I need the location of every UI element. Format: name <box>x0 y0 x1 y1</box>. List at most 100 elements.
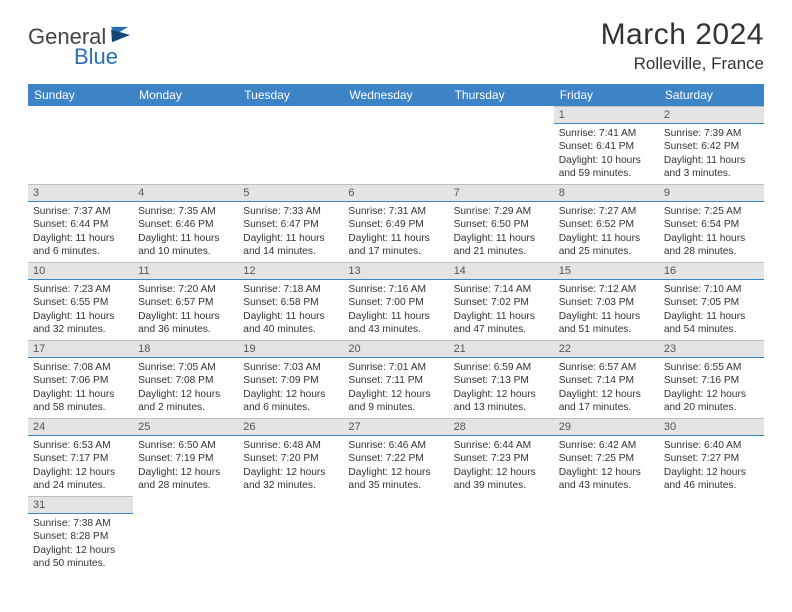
sunset-text: Sunset: 6:49 PM <box>348 218 443 231</box>
calendar-cell: 2Sunrise: 7:39 AMSunset: 6:42 PMDaylight… <box>659 106 764 184</box>
day-number: 11 <box>133 262 238 280</box>
day-number: 7 <box>449 184 554 202</box>
calendar-week-row: 3Sunrise: 7:37 AMSunset: 6:44 PMDaylight… <box>28 184 764 262</box>
sunrise-text: Sunrise: 7:20 AM <box>138 283 233 296</box>
sunrise-text: Sunrise: 7:39 AM <box>664 127 759 140</box>
day-number: 29 <box>554 418 659 436</box>
day-number: 25 <box>133 418 238 436</box>
sunset-text: Sunset: 6:52 PM <box>559 218 654 231</box>
day-details: Sunrise: 6:46 AMSunset: 7:22 PMDaylight:… <box>343 436 448 496</box>
calendar-cell: 5Sunrise: 7:33 AMSunset: 6:47 PMDaylight… <box>238 184 343 262</box>
day-number: 9 <box>659 184 764 202</box>
day-number: 24 <box>28 418 133 436</box>
day-details: Sunrise: 6:50 AMSunset: 7:19 PMDaylight:… <box>133 436 238 496</box>
day-number: 2 <box>659 106 764 124</box>
weekday-header: Monday <box>133 84 238 106</box>
calendar-week-row: 31Sunrise: 7:38 AMSunset: 8:28 PMDayligh… <box>28 496 764 574</box>
calendar-cell: 26Sunrise: 6:48 AMSunset: 7:20 PMDayligh… <box>238 418 343 496</box>
day-details: Sunrise: 7:29 AMSunset: 6:50 PMDaylight:… <box>449 202 554 262</box>
calendar-cell: 31Sunrise: 7:38 AMSunset: 8:28 PMDayligh… <box>28 496 133 574</box>
daylight-text: Daylight: 12 hours and 6 minutes. <box>243 388 338 415</box>
day-details: Sunrise: 7:23 AMSunset: 6:55 PMDaylight:… <box>28 280 133 340</box>
sunset-text: Sunset: 7:02 PM <box>454 296 549 309</box>
calendar-cell: 10Sunrise: 7:23 AMSunset: 6:55 PMDayligh… <box>28 262 133 340</box>
calendar-cell: 24Sunrise: 6:53 AMSunset: 7:17 PMDayligh… <box>28 418 133 496</box>
daylight-text: Daylight: 11 hours and 36 minutes. <box>138 310 233 337</box>
header: General March 2024 Rolleville, France <box>28 18 764 74</box>
sunrise-text: Sunrise: 7:27 AM <box>559 205 654 218</box>
day-details: Sunrise: 6:53 AMSunset: 7:17 PMDaylight:… <box>28 436 133 496</box>
calendar-cell: 30Sunrise: 6:40 AMSunset: 7:27 PMDayligh… <box>659 418 764 496</box>
sunrise-text: Sunrise: 7:31 AM <box>348 205 443 218</box>
day-details: Sunrise: 7:31 AMSunset: 6:49 PMDaylight:… <box>343 202 448 262</box>
calendar-cell <box>659 496 764 574</box>
sunrise-text: Sunrise: 7:10 AM <box>664 283 759 296</box>
calendar-cell: 6Sunrise: 7:31 AMSunset: 6:49 PMDaylight… <box>343 184 448 262</box>
daylight-text: Daylight: 12 hours and 20 minutes. <box>664 388 759 415</box>
sunrise-text: Sunrise: 7:35 AM <box>138 205 233 218</box>
daylight-text: Daylight: 11 hours and 28 minutes. <box>664 232 759 259</box>
calendar-cell <box>133 106 238 184</box>
daylight-text: Daylight: 11 hours and 54 minutes. <box>664 310 759 337</box>
sunrise-text: Sunrise: 6:55 AM <box>664 361 759 374</box>
sunrise-text: Sunrise: 7:01 AM <box>348 361 443 374</box>
sunrise-text: Sunrise: 7:37 AM <box>33 205 128 218</box>
day-details: Sunrise: 6:44 AMSunset: 7:23 PMDaylight:… <box>449 436 554 496</box>
calendar-cell: 8Sunrise: 7:27 AMSunset: 6:52 PMDaylight… <box>554 184 659 262</box>
day-details: Sunrise: 7:35 AMSunset: 6:46 PMDaylight:… <box>133 202 238 262</box>
sunrise-text: Sunrise: 6:46 AM <box>348 439 443 452</box>
sunset-text: Sunset: 7:17 PM <box>33 452 128 465</box>
title-block: March 2024 Rolleville, France <box>601 18 764 74</box>
day-number: 8 <box>554 184 659 202</box>
sunset-text: Sunset: 6:55 PM <box>33 296 128 309</box>
day-details: Sunrise: 7:03 AMSunset: 7:09 PMDaylight:… <box>238 358 343 418</box>
daylight-text: Daylight: 11 hours and 43 minutes. <box>348 310 443 337</box>
sunrise-text: Sunrise: 7:12 AM <box>559 283 654 296</box>
sunset-text: Sunset: 7:00 PM <box>348 296 443 309</box>
day-number: 21 <box>449 340 554 358</box>
calendar-cell <box>238 496 343 574</box>
daylight-text: Daylight: 12 hours and 32 minutes. <box>243 466 338 493</box>
day-number: 4 <box>133 184 238 202</box>
day-number: 22 <box>554 340 659 358</box>
sunrise-text: Sunrise: 7:29 AM <box>454 205 549 218</box>
calendar-cell: 19Sunrise: 7:03 AMSunset: 7:09 PMDayligh… <box>238 340 343 418</box>
calendar-week-row: 24Sunrise: 6:53 AMSunset: 7:17 PMDayligh… <box>28 418 764 496</box>
calendar-cell: 28Sunrise: 6:44 AMSunset: 7:23 PMDayligh… <box>449 418 554 496</box>
calendar-cell: 13 Sunrise: 7:16 AMSunset: 7:00 PMDayligh… <box>343 262 448 340</box>
daylight-text: Daylight: 11 hours and 21 minutes. <box>454 232 549 259</box>
daylight-text: Daylight: 11 hours and 10 minutes. <box>138 232 233 259</box>
weekday-header: Wednesday <box>343 84 448 106</box>
sunrise-text: Sunrise: 7:33 AM <box>243 205 338 218</box>
calendar-cell: 29Sunrise: 6:42 AMSunset: 7:25 PMDayligh… <box>554 418 659 496</box>
calendar-cell: 27Sunrise: 6:46 AMSunset: 7:22 PMDayligh… <box>343 418 448 496</box>
sunrise-text: Sunrise: 6:40 AM <box>664 439 759 452</box>
daylight-text: Daylight: 12 hours and 39 minutes. <box>454 466 549 493</box>
day-number: 23 <box>659 340 764 358</box>
weekday-header-row: Sunday Monday Tuesday Wednesday Thursday… <box>28 84 764 106</box>
day-number: 20 <box>343 340 448 358</box>
calendar-cell <box>449 496 554 574</box>
daylight-text: Daylight: 12 hours and 43 minutes. <box>559 466 654 493</box>
day-number: 13 <box>343 262 448 280</box>
calendar-cell: 7Sunrise: 7:29 AMSunset: 6:50 PMDaylight… <box>449 184 554 262</box>
sunset-text: Sunset: 7:09 PM <box>243 374 338 387</box>
day-details: Sunrise: 7:39 AMSunset: 6:42 PMDaylight:… <box>659 124 764 184</box>
sunrise-text: Sunrise: 7:18 AM <box>243 283 338 296</box>
daylight-text: Daylight: 11 hours and 58 minutes. <box>33 388 128 415</box>
calendar-table: Sunday Monday Tuesday Wednesday Thursday… <box>28 84 764 574</box>
weekday-header: Friday <box>554 84 659 106</box>
day-number: 30 <box>659 418 764 436</box>
calendar-cell: 3Sunrise: 7:37 AMSunset: 6:44 PMDaylight… <box>28 184 133 262</box>
sunset-text: Sunset: 8:28 PM <box>33 530 128 543</box>
calendar-week-row: 1Sunrise: 7:41 AMSunset: 6:41 PMDaylight… <box>28 106 764 184</box>
sunrise-text: Sunrise: 7:16 AM <box>348 283 443 296</box>
day-details: Sunrise: 7:33 AMSunset: 6:47 PMDaylight:… <box>238 202 343 262</box>
sunrise-text: Sunrise: 7:03 AM <box>243 361 338 374</box>
sunrise-text: Sunrise: 7:38 AM <box>33 517 128 530</box>
sunset-text: Sunset: 7:08 PM <box>138 374 233 387</box>
calendar-cell: 25Sunrise: 6:50 AMSunset: 7:19 PMDayligh… <box>133 418 238 496</box>
sunset-text: Sunset: 7:23 PM <box>454 452 549 465</box>
day-number: 26 <box>238 418 343 436</box>
calendar-week-row: 17Sunrise: 7:08 AMSunset: 7:06 PMDayligh… <box>28 340 764 418</box>
